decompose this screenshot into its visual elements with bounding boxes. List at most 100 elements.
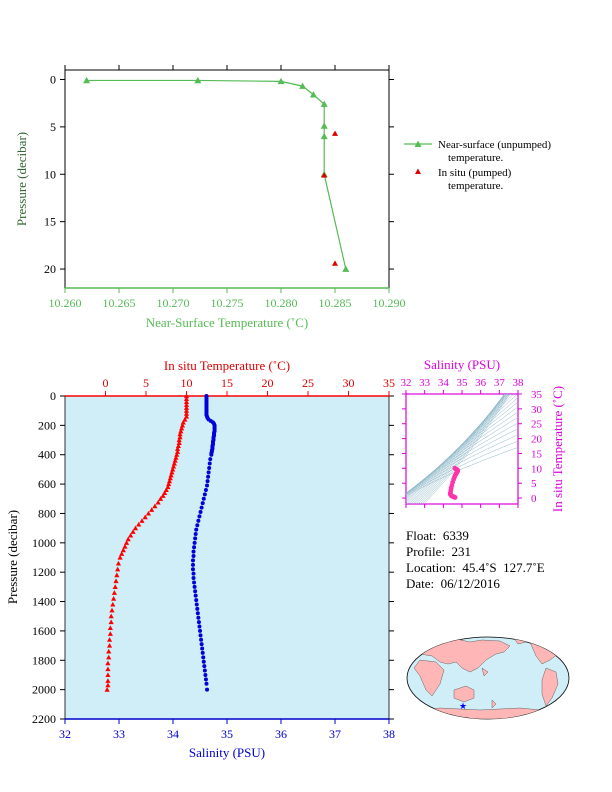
temperature-point xyxy=(176,437,182,443)
temperature-point xyxy=(111,596,117,601)
temperature-point xyxy=(106,637,113,642)
temperature-point xyxy=(114,572,120,578)
salinity-tick-label: 34 xyxy=(167,727,179,741)
salinity-point xyxy=(191,554,196,559)
y-tick-label: 1400 xyxy=(32,595,56,609)
temperature-point xyxy=(142,514,148,520)
salinity-tick-label: 36 xyxy=(275,727,287,741)
y-tick-label: 0 xyxy=(50,389,56,403)
salinity-tick-label: 35 xyxy=(221,727,233,741)
salinity-point xyxy=(196,620,201,625)
y-tick-label: 2000 xyxy=(32,683,56,697)
x-tick-label: 10.285 xyxy=(319,296,352,310)
temperature-point xyxy=(104,687,110,692)
temperature-point xyxy=(183,413,190,419)
near-surface-y-ticks: 0 5 10 15 20 xyxy=(44,72,394,276)
temperature-point xyxy=(183,402,190,407)
temperature-point xyxy=(183,408,190,413)
unpumped-point xyxy=(320,132,328,140)
ts-y-axis-label: In situ Temperature (˚C) xyxy=(550,386,565,512)
temperature-point xyxy=(106,654,112,660)
unpumped-line xyxy=(86,79,347,270)
temperature-tick-label: 15 xyxy=(221,376,233,390)
salinity-point xyxy=(197,624,202,629)
temperature-point xyxy=(179,425,185,431)
y-tick-label: 400 xyxy=(38,448,56,462)
temperature-point xyxy=(130,529,136,534)
ts-point xyxy=(452,495,458,500)
temperature-point xyxy=(105,682,111,688)
salinity-point xyxy=(209,452,214,457)
temperature-tick-label: 5 xyxy=(143,376,149,390)
salinity-point xyxy=(194,527,199,532)
salinity-point xyxy=(206,474,211,479)
isopycnal-line xyxy=(412,394,505,504)
temperature-tick-label: 30 xyxy=(343,376,355,390)
temperature-point xyxy=(174,446,181,451)
temperature-point xyxy=(157,496,164,501)
salinity-point xyxy=(195,611,200,616)
temperature-point xyxy=(105,672,111,678)
profile-date: Date: 06/12/2016 xyxy=(406,576,500,591)
salinity-point xyxy=(190,567,195,572)
profile-temperature-ticks: 0 5 10 15 20 25 30 35 xyxy=(103,376,395,396)
salinity-point xyxy=(206,470,211,475)
ts-x-tick-label: 38 xyxy=(513,377,525,389)
ts-isopycnals xyxy=(406,394,518,504)
ts-y-tick-label: 20 xyxy=(531,434,543,446)
temperature-tick-label: 20 xyxy=(262,376,274,390)
profile-series xyxy=(104,393,217,692)
y-tick-label: 600 xyxy=(38,477,56,491)
profile-y-ticks: 0 200 400 600 800 1000 1200 1400 1600 1800 2000 220… xyxy=(32,389,394,726)
isopycnal-line xyxy=(421,394,509,504)
unpumped-point xyxy=(83,76,91,84)
ts-x-tick-label: 37 xyxy=(494,377,506,389)
temperature-point xyxy=(132,525,139,531)
y-tick-label: 1800 xyxy=(32,653,56,667)
temperature-point xyxy=(183,411,190,416)
temperature-point xyxy=(170,466,176,472)
legend-unpumped-label-line1: Near-surface (unpumped) xyxy=(438,139,551,151)
salinity-point xyxy=(200,501,205,506)
salinity-point xyxy=(202,492,207,497)
isopycnal-line xyxy=(406,411,518,494)
temperature-point xyxy=(175,443,181,448)
temperature-point xyxy=(115,566,121,572)
temperature-point xyxy=(108,619,114,625)
salinity-point xyxy=(205,483,210,488)
salinity-point xyxy=(207,461,212,466)
temperature-point xyxy=(160,493,166,498)
unpumped-point xyxy=(320,100,328,107)
legend-pumped-label-line2: temperature. xyxy=(448,180,504,192)
temperature-point xyxy=(149,507,155,512)
legend-pumped-marker xyxy=(415,168,421,174)
isopycnal-line xyxy=(408,394,505,504)
ts-x-tick-label: 36 xyxy=(475,377,487,389)
temperature-point xyxy=(165,484,171,490)
temperature-tick-label: 35 xyxy=(383,376,395,390)
ts-x-tick-label: 34 xyxy=(438,377,450,389)
salinity-point xyxy=(192,580,197,585)
temperature-point xyxy=(123,540,130,545)
temperature-point xyxy=(110,601,116,607)
temperature-point xyxy=(108,613,114,619)
salinity-point xyxy=(196,615,201,620)
y-tick-label: 2200 xyxy=(32,712,56,726)
y-tick-label: 1000 xyxy=(32,536,56,550)
legend-unpumped-marker xyxy=(414,140,422,147)
ts-diagram: 32 33 34 35 36 37 38 0 5 10 15 20 25 30 35 Salinity (… xyxy=(401,357,566,512)
temperature-point xyxy=(139,518,145,523)
ts-x-tick-label: 35 xyxy=(457,377,469,389)
temperature-point xyxy=(155,499,161,505)
salinity-tick-label: 33 xyxy=(113,727,125,741)
temperature-point xyxy=(120,547,126,553)
temperature-point xyxy=(105,678,111,683)
salinity-point xyxy=(193,589,198,594)
temperature-point xyxy=(166,478,173,484)
temperature-point xyxy=(109,607,115,613)
temperature-tick-label: 25 xyxy=(302,376,314,390)
y-tick-label: 15 xyxy=(44,215,56,229)
isopycnal-line xyxy=(414,394,506,504)
temperature-point xyxy=(183,405,190,410)
